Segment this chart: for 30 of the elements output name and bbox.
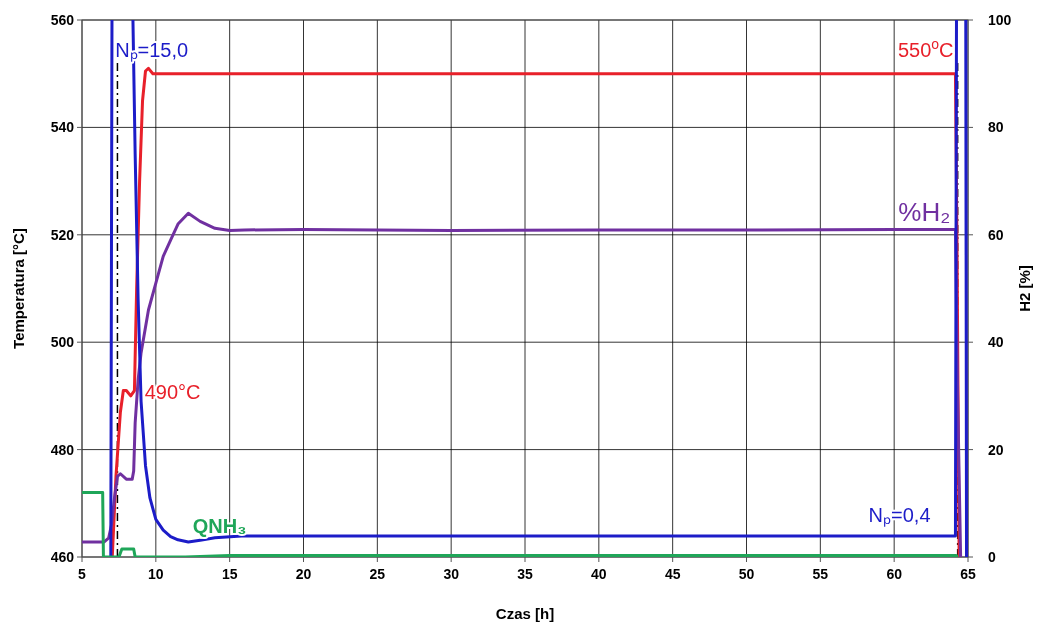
x-axis-title: Czas [h]	[495, 605, 555, 622]
x-tick-label: 40	[591, 566, 607, 582]
x-tick-label: 50	[738, 566, 755, 582]
y-tick-label: 520	[50, 226, 75, 243]
x-tick-label: 25	[369, 566, 386, 582]
series-label: %H₂	[898, 197, 951, 228]
y2-tick-label: 40	[988, 334, 1004, 351]
y-tick-label: 540	[50, 119, 75, 136]
x-tick-label: 10	[148, 566, 164, 582]
x-tick-label: 60	[886, 566, 903, 582]
x-tick-label: 35	[517, 566, 533, 582]
x-tick-label: 55	[812, 566, 829, 582]
y2-tick-label: 20	[988, 441, 1004, 458]
x-tick-label: 20	[295, 566, 312, 582]
y2-tick-label: 100	[988, 12, 1012, 28]
x-tick-label: 15	[221, 566, 238, 582]
y-tick-label: 500	[50, 334, 75, 351]
x-tick-label: 65	[960, 566, 976, 582]
x-tick-label: 5	[78, 566, 87, 582]
y2-tick-label: 60	[988, 226, 1004, 243]
y-axis-title: Temperatura [°C]	[10, 228, 27, 349]
annotation: 550$^{o}$C	[897, 35, 954, 61]
y-tick-label: 560	[50, 12, 75, 28]
y2-tick-label: 80	[988, 119, 1004, 136]
x-tick-label: 45	[664, 566, 681, 582]
y-tick-label: 460	[50, 549, 75, 565]
y2-axis-title: H2 [%]	[1016, 265, 1033, 312]
x-tick-label: 30	[443, 566, 460, 582]
y2-tick-label: 0	[988, 549, 996, 565]
y-tick-label: 480	[50, 441, 75, 458]
